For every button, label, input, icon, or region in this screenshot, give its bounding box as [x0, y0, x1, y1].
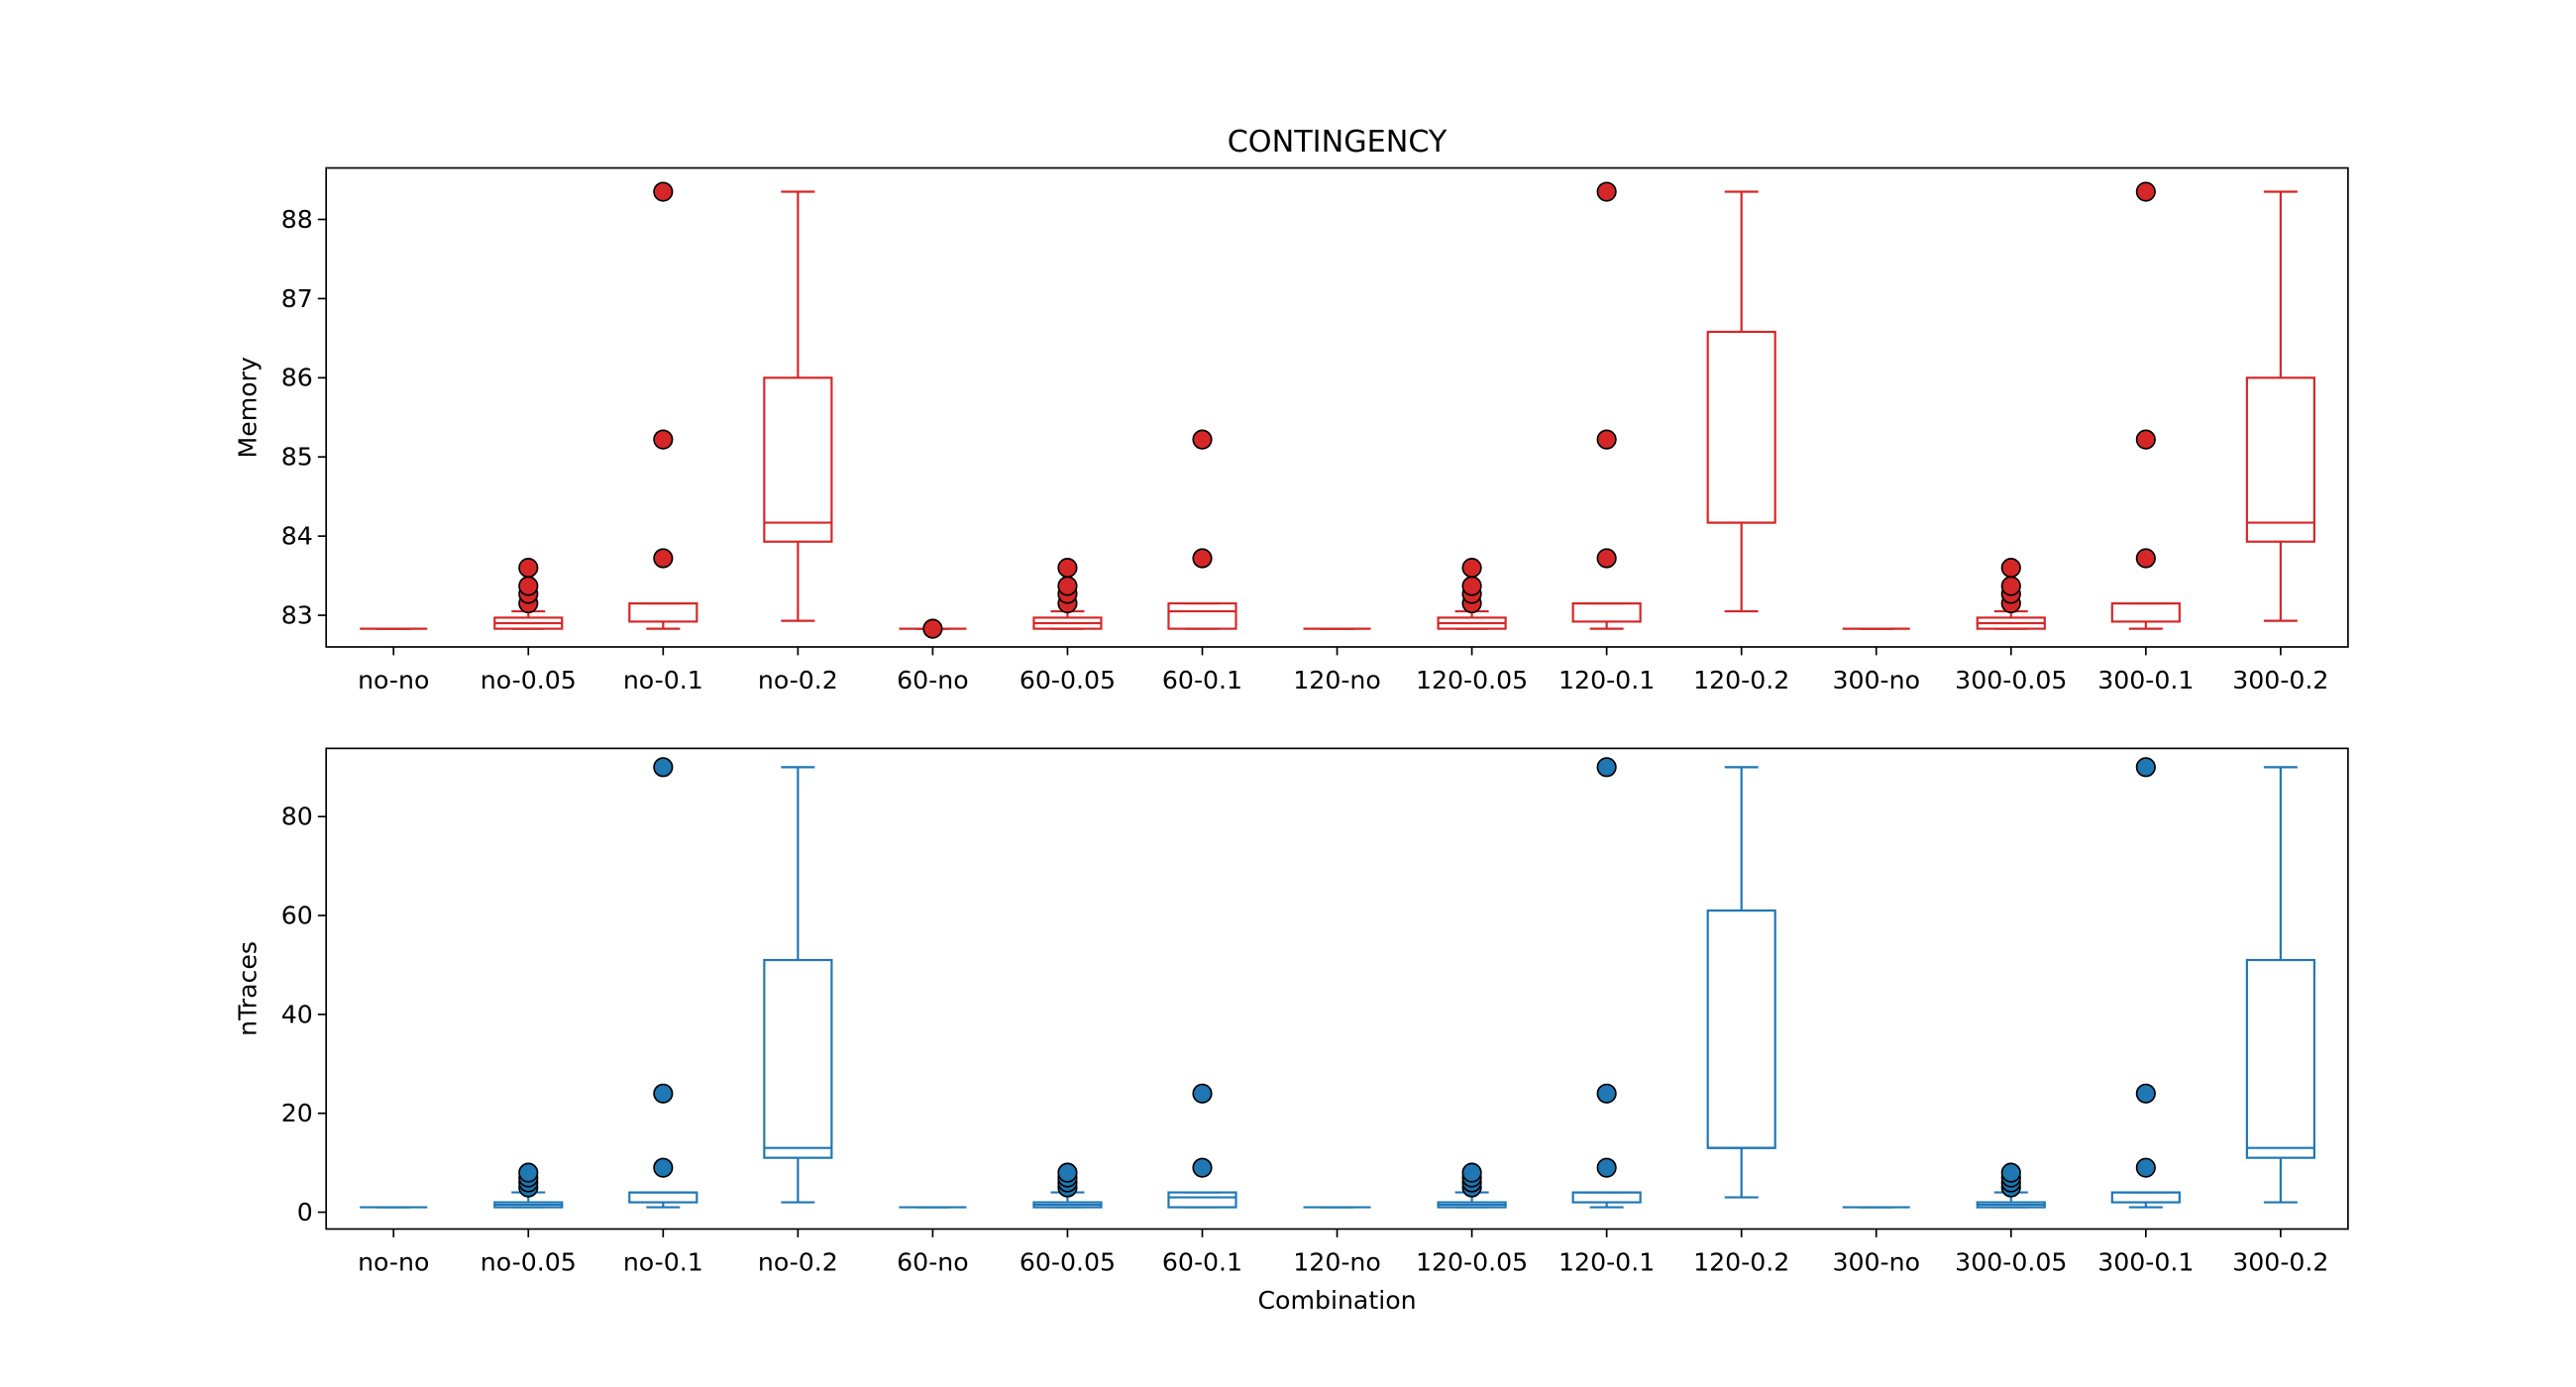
flier [653, 429, 674, 450]
plot-frame [325, 166, 2349, 648]
x-tick-label: no-0.1 [623, 666, 703, 694]
x-tick-label: 120-no [1293, 666, 1381, 694]
flier [1596, 1083, 1617, 1104]
x-tick-label: 120-no [1293, 1248, 1381, 1277]
flier [653, 757, 674, 778]
x-tick-label: 120-0.1 [1558, 1248, 1655, 1277]
box [1571, 601, 1642, 623]
y-tick-label: 80 [281, 802, 313, 831]
x-tick-label: 300-0.1 [2097, 666, 2194, 694]
box [1167, 1191, 1237, 1209]
flier [2135, 548, 2156, 569]
flier [2000, 1162, 2021, 1183]
y-tick-label: 86 [281, 364, 313, 392]
x-tick-label: 120-0.1 [1558, 666, 1655, 694]
flier [1596, 548, 1617, 569]
flier [653, 181, 674, 202]
x-tick-label: 120-0.2 [1693, 666, 1789, 694]
x-tick-label: no-0.05 [481, 666, 577, 694]
x-tick-label: 300-no [1832, 666, 1920, 694]
flier [2000, 576, 2021, 596]
y-tick-label: 20 [281, 1099, 313, 1127]
flier [2135, 1157, 2156, 1178]
y-tick-label: 0 [297, 1198, 313, 1227]
flier [1192, 548, 1213, 569]
box [2110, 1191, 2181, 1204]
y-tick-label: 87 [281, 284, 313, 313]
flier [2135, 181, 2156, 202]
x-tick-label: 300-0.05 [1955, 1248, 2067, 1277]
flier [1596, 1157, 1617, 1178]
flier [1192, 1083, 1213, 1104]
y-tick-label: 60 [281, 901, 313, 929]
x-tick-label: 300-0.1 [2097, 1248, 2194, 1277]
x-tick-label: no-no [358, 1248, 429, 1277]
box [763, 376, 833, 543]
flier [1057, 576, 1078, 596]
box [1571, 1191, 1642, 1204]
x-tick-label: no-0.2 [758, 666, 838, 694]
flier [518, 558, 539, 579]
y-tick-label: 83 [281, 600, 313, 629]
box [628, 1191, 698, 1204]
flier [653, 1083, 674, 1104]
x-tick-label: 60-0.05 [1020, 1248, 1116, 1277]
x-tick-label: no-0.2 [758, 1248, 838, 1277]
box [2245, 376, 2315, 543]
flier [2135, 429, 2156, 450]
flier [2135, 757, 2156, 778]
x-tick-label: no-no [358, 666, 429, 694]
box [1167, 601, 1237, 630]
x-tick-label: 300-0.2 [2232, 1248, 2328, 1277]
flier [1596, 181, 1617, 202]
flier [1057, 558, 1078, 579]
y-tick-label: 40 [281, 1000, 313, 1028]
box [2110, 601, 2181, 623]
x-tick-label: 120-0.05 [1416, 666, 1528, 694]
plot-frame [325, 747, 2349, 1230]
x-tick-label: 60-0.1 [1162, 666, 1242, 694]
x-tick-label: 60-no [897, 1248, 968, 1277]
chart-title: CONTINGENCY [1228, 125, 1448, 160]
flier [922, 618, 943, 639]
flier [1192, 1157, 1213, 1178]
flier [1461, 1162, 1482, 1183]
y-tick-label: 84 [281, 522, 313, 551]
box [763, 958, 833, 1159]
x-tick-label: 300-0.05 [1955, 666, 2067, 694]
flier [518, 1162, 539, 1183]
y-tick-label: 85 [281, 443, 313, 472]
x-tick-label: 120-0.2 [1693, 1248, 1789, 1277]
x-tick-label: 300-0.2 [2232, 666, 2328, 694]
box [2245, 958, 2315, 1159]
flier [1461, 558, 1482, 579]
x-tick-label: 120-0.05 [1416, 1248, 1528, 1277]
flier [518, 576, 539, 596]
box [1706, 909, 1776, 1149]
flier [653, 548, 674, 569]
flier [1596, 757, 1617, 778]
x-tick-label: no-0.1 [623, 1248, 703, 1277]
box [1706, 330, 1776, 524]
flier [2000, 558, 2021, 579]
x-tick-label: 60-no [897, 666, 968, 694]
y-axis-label: Memory [234, 357, 263, 458]
y-tick-label: 88 [281, 205, 313, 234]
flier [1192, 429, 1213, 450]
flier [1057, 1162, 1078, 1183]
flier [653, 1157, 674, 1178]
flier [2135, 1083, 2156, 1104]
x-tick-label: 300-no [1832, 1248, 1920, 1277]
box [628, 601, 698, 623]
y-axis-label: nTraces [234, 941, 263, 1036]
flier [1461, 576, 1482, 596]
x-tick-label: 60-0.05 [1020, 666, 1116, 694]
x-tick-label: 60-0.1 [1162, 1248, 1242, 1277]
x-axis-label: Combination [1257, 1286, 1416, 1315]
x-tick-label: no-0.05 [481, 1248, 577, 1277]
flier [1596, 429, 1617, 450]
